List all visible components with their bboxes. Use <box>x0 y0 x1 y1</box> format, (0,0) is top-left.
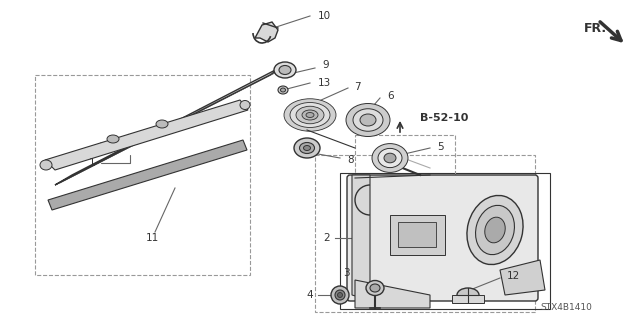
Bar <box>35 75 250 275</box>
Text: 11: 11 <box>145 233 159 243</box>
Ellipse shape <box>384 153 396 163</box>
Text: 7: 7 <box>354 82 360 92</box>
Text: FR.: FR. <box>584 21 607 34</box>
Ellipse shape <box>290 102 330 128</box>
Text: 1: 1 <box>88 155 130 168</box>
Text: B-52-10: B-52-10 <box>420 113 468 123</box>
Text: 12: 12 <box>507 271 520 281</box>
Ellipse shape <box>296 106 324 124</box>
Ellipse shape <box>300 143 314 153</box>
Ellipse shape <box>378 148 402 167</box>
Ellipse shape <box>280 88 285 92</box>
Ellipse shape <box>278 86 288 94</box>
Ellipse shape <box>274 62 296 78</box>
Ellipse shape <box>294 138 320 158</box>
Ellipse shape <box>360 114 376 126</box>
Ellipse shape <box>335 290 345 300</box>
Polygon shape <box>500 260 545 295</box>
Text: 8: 8 <box>347 155 354 165</box>
Ellipse shape <box>346 103 390 137</box>
Ellipse shape <box>107 135 119 143</box>
Text: 5: 5 <box>437 142 444 152</box>
Ellipse shape <box>303 145 310 151</box>
Ellipse shape <box>484 217 505 243</box>
Ellipse shape <box>306 113 314 117</box>
Text: 2: 2 <box>323 233 330 243</box>
Ellipse shape <box>372 144 408 172</box>
Polygon shape <box>55 65 285 185</box>
Polygon shape <box>255 22 278 42</box>
Ellipse shape <box>457 288 479 302</box>
Ellipse shape <box>353 109 383 131</box>
Ellipse shape <box>156 120 168 128</box>
Ellipse shape <box>366 280 384 295</box>
Ellipse shape <box>302 110 318 120</box>
Text: 6: 6 <box>387 91 394 101</box>
Ellipse shape <box>476 205 515 255</box>
Ellipse shape <box>40 160 52 170</box>
Bar <box>398 222 436 247</box>
Ellipse shape <box>467 196 523 264</box>
Polygon shape <box>355 280 430 308</box>
Bar <box>340 173 550 309</box>
Text: STX4B1410: STX4B1410 <box>540 303 592 313</box>
Bar <box>390 215 445 255</box>
Text: 3: 3 <box>344 268 350 278</box>
Bar <box>355 135 455 245</box>
Polygon shape <box>45 100 248 170</box>
Polygon shape <box>48 140 247 210</box>
Ellipse shape <box>331 286 349 304</box>
Text: 4: 4 <box>307 290 313 300</box>
FancyBboxPatch shape <box>347 175 538 301</box>
Text: 9: 9 <box>322 60 328 70</box>
Ellipse shape <box>337 293 342 298</box>
Text: 10: 10 <box>318 11 331 21</box>
Ellipse shape <box>284 99 336 131</box>
Bar <box>315 155 535 312</box>
Text: 13: 13 <box>318 78 332 88</box>
Ellipse shape <box>370 284 380 292</box>
Ellipse shape <box>240 100 250 109</box>
Bar <box>452 295 484 303</box>
Ellipse shape <box>279 65 291 75</box>
Polygon shape <box>352 175 370 300</box>
